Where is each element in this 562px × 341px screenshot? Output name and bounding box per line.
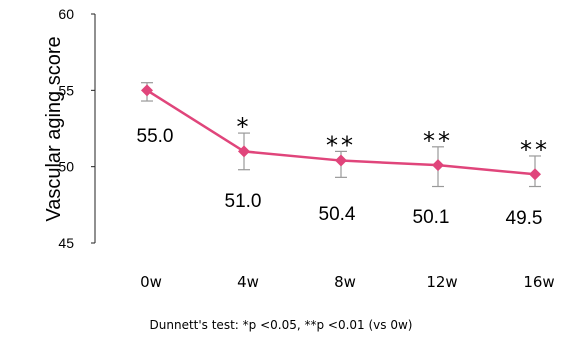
y-axis-label: Vascular aging score <box>43 36 65 222</box>
y-tick-label: 50 <box>58 159 74 175</box>
significance-mark: ** <box>520 136 550 164</box>
data-point-marker <box>432 159 444 172</box>
significance-marks: *** ** ** <box>237 113 550 164</box>
data-value-label: 49.5 <box>506 208 543 229</box>
significance-mark: ** <box>326 131 356 159</box>
y-tick-label: 60 <box>58 6 74 22</box>
y-tick-label: 45 <box>58 235 74 251</box>
data-value-label: 55.0 <box>137 126 174 147</box>
x-tick-label: 12w <box>426 273 457 291</box>
significance-mark: * <box>237 113 252 141</box>
x-tick-label: 16w <box>523 273 554 291</box>
x-tick-label: 4w <box>237 273 259 291</box>
footnote: Dunnett's test: *p <0.05, **p <0.01 (vs … <box>149 318 413 332</box>
x-tick-label: 0w <box>140 273 162 291</box>
data-point-marker <box>529 168 541 181</box>
y-tick-label: 55 <box>58 82 74 98</box>
data-markers <box>141 84 541 181</box>
x-tick-label: 8w <box>334 273 356 291</box>
x-axis-ticks: 0w 4w 8w 12w 16w <box>140 273 555 291</box>
y-axis-ticks: 45 50 55 60 <box>58 6 95 251</box>
data-labels: 55.0 51.0 50.4 50.1 49.5 <box>137 126 543 229</box>
data-value-label: 50.1 <box>413 207 450 228</box>
data-value-label: 50.4 <box>319 204 356 225</box>
significance-mark: ** <box>423 127 453 155</box>
data-value-label: 51.0 <box>225 191 262 212</box>
data-point-marker <box>335 154 347 167</box>
data-point-marker <box>141 84 153 97</box>
data-point-marker <box>238 145 250 158</box>
